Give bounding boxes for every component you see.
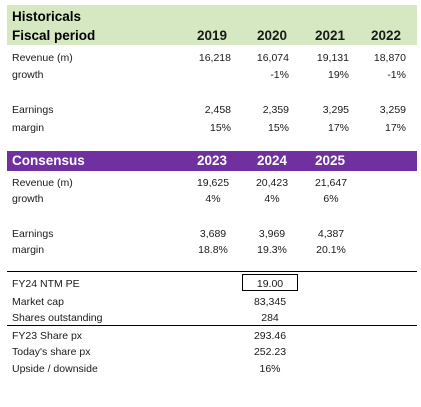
cons-growth-label: growth bbox=[12, 193, 44, 205]
hist-revenue-cell: 18,870 bbox=[373, 52, 406, 64]
cons-revenue-cell: 20,423 bbox=[255, 177, 289, 189]
hist-year-4: 2022 bbox=[370, 28, 402, 43]
cons-earnings-label: Earnings bbox=[12, 228, 54, 240]
hist-margin-cell: 15% bbox=[209, 122, 231, 134]
shares-value: 284 bbox=[261, 312, 279, 324]
cons-margin-cell: 20.1% bbox=[316, 244, 346, 256]
fy23-px-label: FY23 Share px bbox=[12, 330, 83, 342]
cons-revenue-label: Revenue (m) bbox=[12, 177, 73, 189]
cons-growth-cell: 4% bbox=[264, 193, 280, 205]
market-cap-label: Market cap bbox=[12, 296, 64, 308]
cons-revenue-cell: 19,625 bbox=[196, 177, 230, 189]
today-px-label: Today's share px bbox=[12, 346, 91, 358]
consensus-title: Consensus bbox=[12, 153, 85, 168]
cons-margin-cell: 19.3% bbox=[257, 244, 287, 256]
cons-margin-cell: 18.8% bbox=[198, 244, 228, 256]
historicals-title: Historicals bbox=[12, 9, 82, 24]
fiscal-period-label: Fiscal period bbox=[12, 28, 96, 43]
market-cap-value: 83,345 bbox=[253, 296, 287, 308]
cons-earnings-cell: 4,387 bbox=[317, 228, 345, 240]
fy23-px-value: 293.46 bbox=[253, 330, 287, 342]
hist-margin-cell: 15% bbox=[267, 122, 289, 134]
shares-label: Shares outstanding bbox=[12, 312, 103, 324]
upside-value: 16% bbox=[259, 363, 281, 375]
cons-growth-cell: 6% bbox=[323, 193, 339, 205]
cons-growth-cell: 4% bbox=[205, 193, 221, 205]
hist-year-3: 2021 bbox=[314, 28, 346, 43]
cons-year-2: 2024 bbox=[256, 153, 288, 168]
valuation-top-rule bbox=[7, 271, 417, 272]
hist-growth-cell: -1% bbox=[387, 69, 406, 81]
pe-label: FY24 NTM PE bbox=[12, 278, 80, 290]
today-px-value: 252.23 bbox=[253, 346, 287, 358]
hist-revenue-cell: 16,218 bbox=[198, 52, 231, 64]
hist-margin-cell: 17% bbox=[384, 122, 406, 134]
cons-margin-label: margin bbox=[12, 244, 45, 256]
hist-growth-label: growth bbox=[12, 69, 44, 81]
hist-earnings-cell: 3,259 bbox=[379, 104, 406, 116]
hist-earnings-label: Earnings bbox=[12, 104, 54, 116]
hist-margin-label: margin bbox=[12, 122, 45, 134]
hist-revenue-label: Revenue (m) bbox=[12, 52, 73, 64]
pe-value: 19.00 bbox=[256, 278, 284, 290]
hist-year-1: 2019 bbox=[196, 28, 228, 43]
pe-input-box[interactable] bbox=[242, 274, 298, 291]
hist-growth-cell: -1% bbox=[270, 69, 289, 81]
consensus-header-band bbox=[7, 151, 417, 171]
hist-year-2: 2020 bbox=[256, 28, 288, 43]
hist-revenue-cell: 19,131 bbox=[316, 52, 349, 64]
valuation-mid-rule bbox=[7, 325, 417, 326]
historicals-header-band bbox=[7, 5, 417, 45]
hist-revenue-cell: 16,074 bbox=[256, 52, 289, 64]
hist-earnings-cell: 2,359 bbox=[262, 104, 289, 116]
hist-earnings-cell: 2,458 bbox=[204, 104, 231, 116]
hist-growth-cell: 19% bbox=[327, 69, 349, 81]
upside-label: Upside / downside bbox=[12, 363, 98, 375]
hist-margin-cell: 17% bbox=[327, 122, 349, 134]
cons-revenue-cell: 21,647 bbox=[314, 177, 348, 189]
cons-year-3: 2025 bbox=[314, 153, 346, 168]
cons-earnings-cell: 3,969 bbox=[258, 228, 286, 240]
hist-earnings-cell: 3,295 bbox=[322, 104, 349, 116]
cons-year-1: 2023 bbox=[196, 153, 228, 168]
cons-earnings-cell: 3,689 bbox=[199, 228, 227, 240]
